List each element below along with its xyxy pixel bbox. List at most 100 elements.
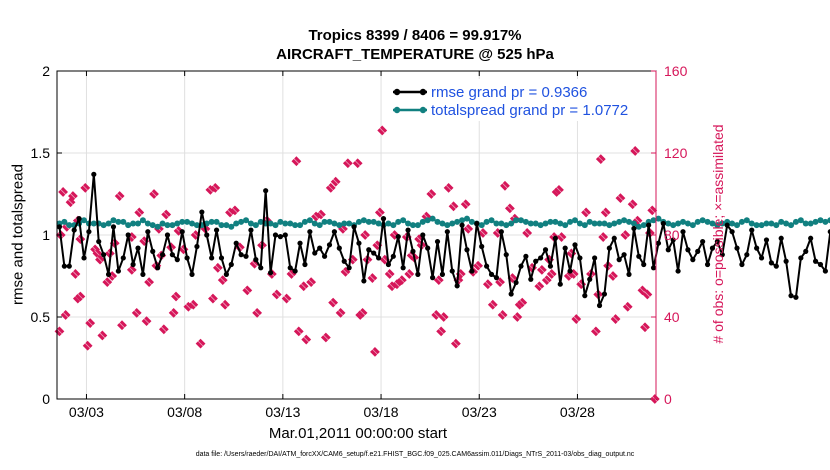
totalspread-point bbox=[527, 220, 534, 227]
totalspread-point bbox=[827, 217, 830, 224]
obs-marker-cross bbox=[77, 293, 84, 300]
obs-marker-cross bbox=[317, 211, 325, 218]
totalspread-point bbox=[292, 222, 299, 229]
rmse-point bbox=[459, 222, 465, 228]
rmse-point bbox=[400, 265, 406, 271]
rmse-point bbox=[258, 265, 264, 271]
rmse-point bbox=[700, 238, 706, 245]
obs-assimilated-point bbox=[85, 318, 96, 329]
obs-marker-cross bbox=[172, 293, 180, 300]
rmse-point bbox=[380, 216, 387, 222]
y-tick-label-right: 160 bbox=[664, 63, 688, 79]
legend-marker bbox=[419, 88, 427, 96]
obs-marker-cross bbox=[479, 229, 487, 237]
rmse-point bbox=[405, 227, 411, 233]
obs-marker-cross bbox=[622, 231, 629, 239]
totalspread-point bbox=[419, 218, 426, 225]
legend-marker bbox=[419, 106, 427, 114]
obs-marker-cross bbox=[288, 270, 295, 278]
obs-marker-cross bbox=[150, 190, 158, 198]
obs-marker-cross bbox=[543, 276, 551, 284]
obs-marker-cross bbox=[599, 233, 607, 241]
obs-assimilated-point bbox=[210, 182, 221, 193]
totalspread-point bbox=[517, 217, 524, 224]
obs-marker-cross bbox=[329, 299, 337, 306]
obs-markers bbox=[54, 125, 660, 404]
obs-marker-cross bbox=[388, 282, 396, 290]
rmse-point bbox=[86, 229, 92, 235]
rmse-point bbox=[803, 248, 809, 254]
totalspread-point bbox=[174, 220, 181, 227]
rmse-point bbox=[439, 271, 446, 277]
rmse-point bbox=[125, 232, 131, 238]
rmse-point bbox=[709, 245, 716, 251]
y-axis-label-left: rmse and totalspread bbox=[9, 164, 27, 305]
totalspread-point bbox=[807, 220, 814, 227]
totalspread-point bbox=[405, 220, 412, 227]
obs-assimilated-point bbox=[642, 289, 653, 300]
obs-assimilated-point bbox=[497, 310, 508, 320]
x-tick-label: 03/08 bbox=[167, 404, 202, 420]
totalspread-point bbox=[513, 217, 520, 224]
obs-assimilated-point bbox=[212, 262, 223, 273]
totalspread-point bbox=[680, 218, 687, 225]
obs-marker-cross bbox=[523, 229, 531, 237]
obs-marker-cross bbox=[322, 334, 330, 341]
rmse-point bbox=[189, 271, 195, 277]
rmse-point bbox=[351, 224, 357, 230]
obs-assimilated-point bbox=[144, 277, 155, 288]
totalspread-point bbox=[792, 218, 799, 225]
obs-marker-cross bbox=[251, 260, 258, 267]
obs-marker-cross bbox=[207, 186, 214, 194]
obs-marker-cross bbox=[273, 291, 281, 298]
obs-assimilated-point bbox=[291, 156, 302, 167]
totalspread-point bbox=[66, 222, 73, 229]
obs-assimilated-point bbox=[581, 207, 591, 218]
totalspread-point bbox=[218, 222, 225, 229]
rmse-point bbox=[243, 253, 249, 259]
obs-marker-cross bbox=[197, 340, 204, 347]
obs-assimilated-point bbox=[158, 324, 169, 335]
obs-assimilated-point bbox=[220, 299, 231, 310]
rmse-point bbox=[169, 252, 175, 258]
obs-assimilated-point bbox=[426, 189, 437, 199]
obs-assimilated-point bbox=[188, 299, 199, 310]
totalspread-point bbox=[493, 220, 500, 227]
obs-assimilated-point bbox=[640, 322, 650, 333]
obs-marker-cross bbox=[160, 326, 168, 333]
obs-marker-cross bbox=[327, 184, 335, 192]
rmse-point bbox=[778, 235, 784, 241]
x-axis-label: Mar.01,2011 00:00:00 start bbox=[268, 425, 448, 442]
rmse-point bbox=[469, 268, 475, 274]
rmse-point bbox=[81, 255, 87, 261]
rmse-point bbox=[729, 229, 735, 235]
obs-marker-cross bbox=[84, 342, 91, 349]
obs-marker-cross bbox=[86, 319, 94, 327]
obs-marker-cross bbox=[244, 287, 251, 294]
obs-marker-cross bbox=[648, 207, 656, 214]
totalspread-point bbox=[164, 222, 171, 229]
rmse-point bbox=[788, 293, 794, 299]
obs-marker-cross bbox=[514, 313, 521, 321]
legend-marker bbox=[393, 88, 401, 96]
rmse-point bbox=[547, 263, 554, 269]
rmse-point bbox=[793, 294, 799, 300]
obs-marker-cross bbox=[359, 309, 366, 317]
totalspread-point bbox=[125, 222, 132, 229]
obs-assimilated-point bbox=[554, 184, 564, 195]
obs-marker-cross bbox=[536, 282, 543, 290]
rmse-point bbox=[592, 255, 598, 261]
obs-assimilated-point bbox=[271, 289, 282, 300]
obs-assimilated-point bbox=[252, 307, 263, 318]
totalspread-point bbox=[115, 218, 122, 225]
totalspread-point bbox=[277, 218, 284, 225]
totalspread-point bbox=[576, 220, 583, 227]
totalspread-point bbox=[768, 220, 775, 227]
totalspread-point bbox=[257, 218, 264, 225]
obs-assimilated-point bbox=[404, 269, 415, 279]
obs-marker-cross bbox=[332, 178, 339, 185]
rmse-point bbox=[572, 242, 578, 248]
rmse-point bbox=[636, 253, 642, 259]
obs-marker-cross bbox=[631, 147, 639, 155]
totalspread-point bbox=[454, 218, 461, 225]
